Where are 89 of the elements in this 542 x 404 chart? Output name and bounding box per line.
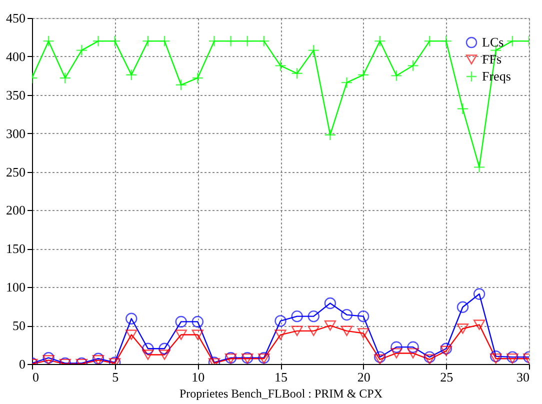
x-tick-label: 15 [274,370,288,384]
point [390,341,402,353]
point [390,348,402,358]
point [92,352,104,364]
point [357,328,370,338]
point [126,330,138,340]
x-tick-label: 0 [32,370,39,384]
point [490,350,502,362]
point [374,351,386,363]
point [291,68,303,80]
point [324,129,336,141]
point [308,326,320,336]
point [424,354,436,364]
point [158,350,170,360]
point [340,308,353,321]
point [59,72,71,84]
point [108,35,121,47]
y-tick-label: 300 [6,126,26,141]
point [175,316,187,328]
point [308,310,320,322]
y-tick-label: 450 [6,10,26,26]
point [456,301,469,313]
point [374,354,386,364]
legend-label: LCs [482,34,504,50]
y-tick-label: 250 [6,164,26,180]
y-tick-label: 400 [6,48,26,64]
point [76,44,88,56]
point [42,352,54,364]
point [126,69,138,81]
y-tick-label: 200 [6,202,26,218]
point [142,350,154,360]
point [407,341,419,353]
point [192,316,204,328]
point [407,348,419,358]
point [274,60,286,72]
point [158,342,170,354]
point [456,323,469,334]
point [324,297,336,310]
point [126,312,138,324]
point [440,35,452,47]
x-axis-title: Proprietes Bench_FLBool : PRIM & CPX [179,386,383,400]
x-tick-label: 10 [192,370,205,384]
point [274,315,286,327]
point [424,35,436,47]
point [340,76,353,88]
point [324,320,336,331]
point [274,330,286,340]
x-tick-label: 30 [516,370,530,384]
point [357,69,370,81]
point [142,342,154,354]
point [158,35,170,47]
point [357,310,370,322]
point [506,35,518,47]
point [208,35,220,47]
y-tick-label: 0 [19,356,26,372]
point [440,342,452,354]
point [456,102,469,115]
point [440,346,452,356]
y-tick-label: 350 [6,87,26,102]
point [473,161,486,174]
point [473,320,486,330]
y-tick-label: 50 [12,318,26,334]
y-tick-label: 100 [6,280,26,295]
point [224,35,237,47]
point [42,355,54,364]
point [92,35,104,47]
point [192,72,204,84]
point [473,288,486,300]
point [374,35,386,47]
point [407,60,419,72]
point [42,35,54,47]
point [175,79,187,91]
point [92,355,104,364]
point [291,326,303,336]
point [390,70,402,82]
point [258,35,270,47]
point [308,44,320,56]
point [340,326,353,336]
point [291,310,303,322]
point [242,35,254,47]
x-tick-label: 20 [357,370,370,384]
point [142,35,154,47]
x-tick-label: 25 [440,370,454,384]
point [175,330,187,340]
point [192,330,204,340]
point [424,351,436,363]
point [490,353,502,364]
x-tick-label: 5 [112,370,119,384]
y-tick-label: 150 [6,241,26,256]
